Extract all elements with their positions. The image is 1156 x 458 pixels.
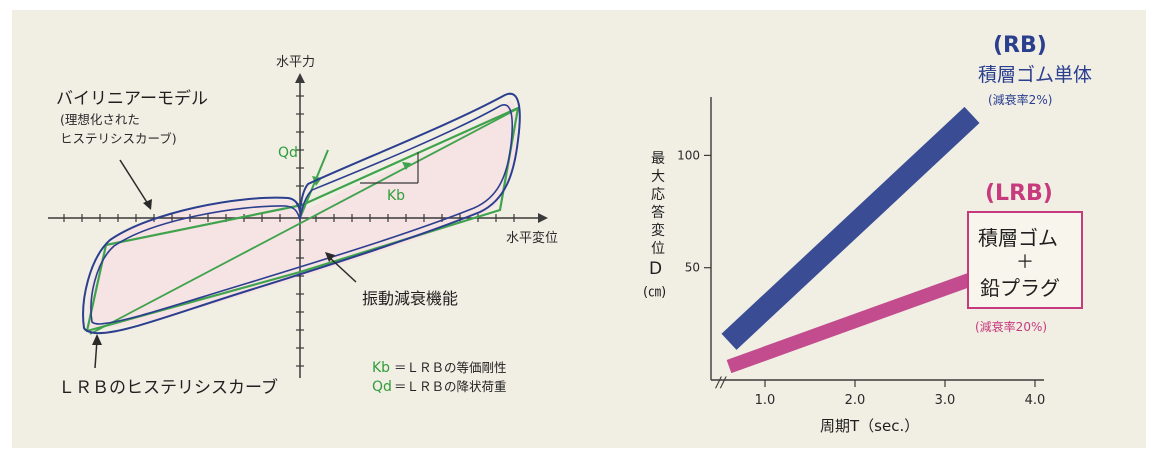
- rb-title: (RB): [993, 33, 1047, 58]
- rb-description: 積層ゴム単体: [978, 64, 1092, 86]
- lrb-box-line-3: 鉛プラグ: [980, 276, 1060, 300]
- chart-axes: [710, 97, 1044, 381]
- annotation-pointers: [92, 159, 357, 369]
- x-axis-arrow: [538, 213, 548, 223]
- chart-y-label: 最 大 応 答 変 位 D (㎝): [643, 151, 666, 300]
- chart-x-tick-label: 3.0: [935, 393, 956, 408]
- ylabel-char: 位: [651, 241, 665, 257]
- ylabel-char: 最: [651, 151, 665, 167]
- lrb-title: (LRB): [985, 181, 1053, 206]
- qd-label: Qd: [278, 145, 298, 161]
- lrb-description-box: [967, 211, 1083, 309]
- axis-x-label: 水平変位: [506, 230, 558, 246]
- lrb-hysteresis-curve-outer: [82, 92, 521, 335]
- qd-line: [299, 149, 329, 219]
- rb-annotation: (RB) 積層ゴム単体 (減衰率2%): [978, 33, 1092, 107]
- legend-qd-symbol: Qd: [372, 379, 392, 395]
- chart-x-tick-label: 2.0: [845, 393, 866, 408]
- lrb-hysteresis-curve-label: ＬＲＢのヒステリシスカーブ: [58, 377, 278, 398]
- ylabel-char: 応: [651, 187, 665, 203]
- kb-stiffness-line: [89, 107, 520, 335]
- chart-y-ticks: 50 100: [677, 148, 711, 275]
- ylabel-char: 変: [651, 222, 665, 239]
- bilinear-model-subtitle-2: ヒステリシスカーブ): [60, 131, 177, 146]
- legend-kb-symbol: Kb: [372, 360, 390, 376]
- chart-y-tick-label: 50: [685, 261, 700, 275]
- chart-x-tick-label: 1.0: [755, 393, 776, 408]
- rb-damping: (減衰率2%): [988, 92, 1052, 107]
- lrb-box-line-2: ＋: [1016, 252, 1034, 273]
- bilinear-model-subtitle-1: (理想化された: [60, 112, 140, 127]
- lrb-hysteresis-curve-inner: [90, 104, 514, 325]
- kb-slope-triangle: [360, 152, 419, 184]
- damping-function-label: 振動減衰機能: [362, 289, 458, 308]
- legend-kb-text: ＝ＬＲＢの等価剛性: [394, 360, 507, 375]
- y-axis-arrow: [295, 73, 305, 83]
- ylabel-unit: (㎝): [643, 285, 666, 300]
- ylabel-char: 答: [651, 204, 665, 221]
- rb-series-band: [721, 106, 980, 350]
- axis-break-mark: //: [714, 375, 727, 391]
- bilinear-model-title: バイリニアーモデル: [56, 88, 208, 109]
- chart-y-tick-label: 100: [677, 148, 700, 162]
- lrb-series-band: [726, 272, 975, 374]
- legend-qd-text: ＝ＬＲＢの降状荷重: [394, 379, 507, 394]
- chart-x-label: 周期T（sec.）: [820, 417, 919, 435]
- lrb-damping: (減衰率20%): [975, 319, 1047, 334]
- kb-label: Kb: [387, 188, 405, 204]
- ylabel-char: D: [649, 259, 662, 279]
- chart-x-ticks: 1.0 2.0 3.0 4.0: [755, 380, 1046, 408]
- kb-arrow-head: [402, 162, 411, 170]
- hysteresis-diagram: 水平力 水平変位 バイリニアーモデル (理想化された ヒステリシスカーブ) Qd…: [48, 55, 558, 398]
- lrb-box-line-1: 積層ゴム: [978, 226, 1058, 250]
- lrb-annotation: (LRB) 積層ゴム ＋ 鉛プラグ (減衰率20%): [967, 181, 1083, 334]
- damping-pointer-line: [329, 257, 357, 283]
- bilinear-pointer-line: [119, 159, 149, 205]
- axis-y-label: 水平力: [276, 55, 315, 70]
- diagram-legend: Kb ＝ＬＲＢの等価剛性 Qd ＝ＬＲＢの降状荷重: [372, 360, 507, 395]
- chart-series: [721, 106, 980, 374]
- chart-x-tick-label: 4.0: [1025, 393, 1046, 408]
- ylabel-char: 大: [651, 169, 665, 185]
